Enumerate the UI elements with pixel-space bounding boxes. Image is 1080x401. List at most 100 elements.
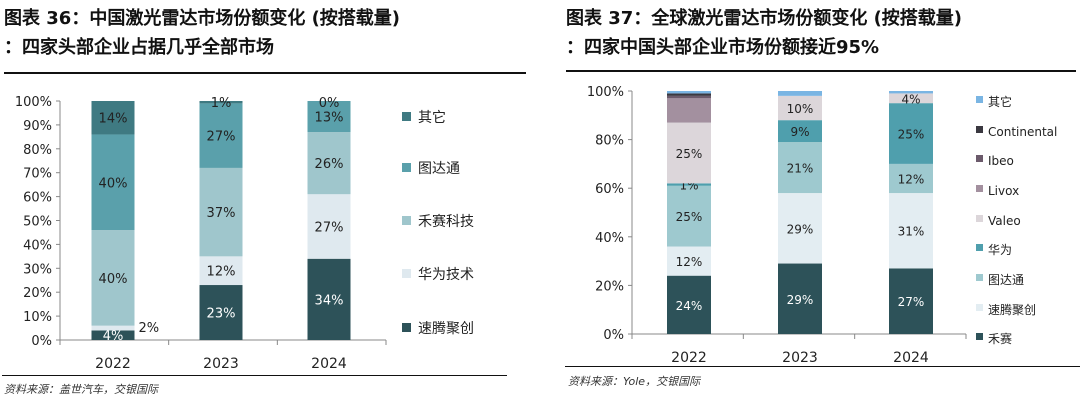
bar-segment: [778, 91, 822, 96]
legend-swatch: [402, 163, 411, 172]
bar-segment: [778, 95, 822, 121]
bar-segment: [889, 163, 933, 194]
left-chart-title: 图表 36：中国激光雷达市场份额变化 (按搭载量) ：四家头部企业占据几乎全部市…: [4, 4, 400, 62]
y-tick-label: 90%: [23, 119, 52, 134]
legend-label: 华为技术: [418, 267, 474, 283]
legend-label: Ibeo: [988, 154, 1014, 168]
bar-segment: [889, 193, 933, 269]
y-tick-label: 60%: [595, 182, 624, 197]
bar-segment: [778, 193, 822, 264]
legend-label: 其它: [988, 94, 1012, 109]
legend-label: 图达通: [418, 161, 460, 177]
data-label: 12%: [676, 255, 703, 269]
bar-segment: [307, 258, 351, 340]
bar-segment: [778, 263, 822, 334]
y-tick-label: 80%: [595, 134, 624, 149]
right-title-rule: [566, 70, 1076, 72]
bar-segment: [889, 268, 933, 334]
bar-segment: [667, 183, 711, 186]
y-tick-label: 40%: [595, 231, 624, 246]
data-label: 25%: [898, 128, 925, 142]
legend-swatch: [976, 304, 983, 311]
bar-segment: [307, 132, 351, 195]
legend-label: 图达通: [988, 273, 1024, 287]
legend-label: Continental: [988, 125, 1057, 139]
data-label: 29%: [787, 293, 814, 307]
data-label: 40%: [99, 176, 128, 191]
legend-label: 其它: [418, 109, 446, 126]
x-tick-label: 2024: [893, 350, 929, 366]
data-label: 27%: [898, 295, 925, 309]
y-tick-label: 100%: [15, 95, 52, 110]
data-label: 12%: [898, 172, 925, 186]
legend-swatch: [976, 215, 983, 222]
bar-segment: [667, 246, 711, 276]
bar-segment: [778, 120, 822, 143]
right-title-line1: 图表 37：全球激光雷达市场份额变化 (按搭载量): [566, 8, 963, 29]
left-title-line1: 图表 36：中国激光雷达市场份额变化 (按搭载量): [4, 8, 401, 29]
bar-segment: [91, 330, 135, 340]
bar-segment: [199, 103, 243, 168]
bar-segment: [91, 134, 135, 231]
left-bottom-rule: [2, 375, 507, 376]
legend-label: 禾赛科技: [418, 214, 474, 230]
legend-swatch: [976, 244, 983, 251]
legend-swatch: [402, 323, 411, 332]
x-tick-label: 2024: [311, 356, 347, 372]
right-source: 资料来源：Yole，交银国际: [568, 375, 701, 388]
data-label: 40%: [99, 272, 128, 287]
bar-segment: [667, 122, 711, 184]
bar-segment: [889, 103, 933, 164]
bar-segment: [667, 275, 711, 334]
legend-swatch: [402, 216, 411, 225]
data-label: 23%: [207, 307, 236, 322]
data-label: 34%: [315, 293, 344, 308]
legend-swatch: [976, 155, 983, 162]
legend-label: Livox: [988, 184, 1019, 198]
data-label: 0%: [319, 96, 340, 111]
y-tick-label: 20%: [595, 279, 624, 294]
x-tick-label: 2022: [95, 356, 131, 372]
bar-segment: [667, 95, 711, 99]
data-label: 2%: [139, 321, 160, 336]
y-tick-label: 80%: [23, 143, 52, 158]
bar-segment: [889, 91, 933, 94]
bar-segment: [91, 101, 135, 135]
y-tick-label: 50%: [23, 215, 52, 230]
data-label: 9%: [790, 125, 809, 139]
data-label: 27%: [207, 130, 236, 145]
y-tick-label: 100%: [587, 85, 624, 100]
legend-swatch: [976, 126, 983, 133]
y-tick-label: 0%: [31, 334, 52, 349]
right-title-line2: ：四家中国头部企业市场份额接近95%: [566, 37, 880, 58]
bar-segment: [307, 101, 351, 133]
y-tick-label: 30%: [23, 262, 52, 277]
y-tick-label: 70%: [23, 167, 52, 182]
bar-segment: [667, 91, 711, 94]
legend-swatch: [402, 112, 411, 121]
bar-segment: [199, 256, 243, 286]
y-tick-label: 40%: [23, 238, 52, 253]
legend-label: 速腾聚创: [988, 302, 1036, 317]
legend-swatch: [976, 274, 983, 281]
bar-segment: [91, 230, 135, 326]
data-label: 29%: [787, 222, 814, 236]
legend-swatch: [976, 333, 983, 340]
bar-segment: [778, 142, 822, 194]
bar-segment: [199, 167, 243, 257]
bar-segment: [889, 93, 933, 104]
data-label: 4%: [103, 329, 124, 344]
y-tick-label: 0%: [603, 328, 624, 343]
data-label: 31%: [898, 225, 925, 239]
bar-segment: [199, 285, 243, 340]
legend-label: 禾赛: [988, 331, 1012, 346]
data-label: 37%: [207, 206, 236, 221]
x-tick-label: 2023: [203, 356, 239, 372]
data-label: 4%: [901, 92, 920, 106]
legend-swatch: [976, 96, 983, 103]
data-label: 25%: [676, 210, 703, 224]
left-title-rule: [4, 72, 526, 74]
left-title-line2: ：四家头部企业占据几乎全部市场: [4, 37, 274, 58]
data-label: 1%: [211, 96, 232, 111]
